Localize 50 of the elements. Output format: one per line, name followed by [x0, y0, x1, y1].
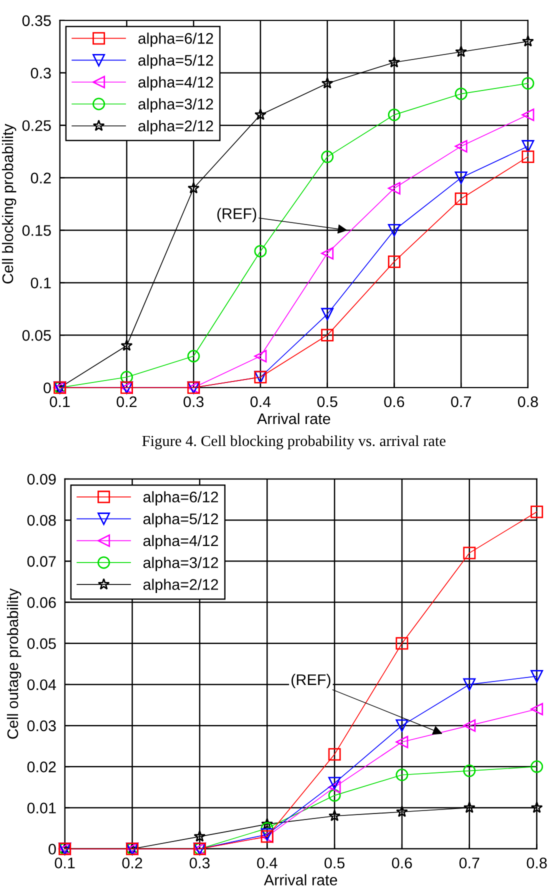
x-tick-label: 0.2 [116, 396, 137, 408]
y-tick-label: 0.15 [22, 225, 51, 236]
x-tick-label: 0.6 [384, 396, 404, 408]
x-tick-label: 0.3 [184, 396, 204, 408]
x-axis-title: Arrival rate [257, 412, 330, 424]
x-tick-label: 0.1 [54, 858, 75, 868]
y-tick-label: 0 [48, 844, 56, 855]
annotation: (REF) [217, 208, 256, 222]
legend-label: alpha=5/12 [138, 54, 214, 69]
x-tick-label: 0.8 [526, 858, 547, 868]
legend-label: alpha=2/12 [138, 120, 214, 134]
x-tick-label: 0.7 [451, 396, 471, 408]
y-tick-label: 0.06 [27, 597, 56, 608]
x-tick-label: 0.8 [518, 396, 538, 408]
y-tick-label: 0.2 [30, 172, 51, 184]
legend-label: alpha=3/12 [138, 98, 214, 113]
y-axis-title: Cell outage probability [6, 588, 22, 739]
x-tick-label: 0.5 [317, 396, 338, 408]
legend-label: alpha=4/12 [143, 534, 218, 550]
y-tick-label: 0.02 [27, 762, 56, 772]
x-tick-label: 0.6 [392, 858, 412, 868]
y-tick-label: 0 [44, 382, 51, 394]
y-tick-label: 0.04 [27, 679, 56, 690]
y-axis-title: Cell blocking probability [2, 124, 16, 284]
x-tick-label: 0.3 [190, 858, 210, 868]
y-tick-label: 0.08 [27, 514, 56, 526]
legend-label: alpha=4/12 [138, 76, 214, 91]
x-tick-label: 0.4 [257, 858, 278, 868]
annotation: (REF) [292, 674, 330, 688]
legend-label: alpha=3/12 [143, 556, 218, 572]
x-axis-title: Arrival rate [264, 874, 338, 886]
x-tick-label: 0.5 [324, 858, 345, 868]
y-tick-label: 0.07 [27, 556, 56, 567]
x-tick-label: 0.7 [459, 858, 480, 868]
legend-label: alpha=2/12 [143, 578, 218, 593]
y-tick-label: 0.1 [30, 278, 51, 288]
y-tick-label: 0.35 [22, 15, 51, 26]
y-tick-label: 0.03 [27, 720, 56, 732]
caption: Figure 4. Cell blocking probability vs. arrival rate [142, 435, 446, 450]
y-tick-label: 0.09 [27, 474, 56, 485]
y-tick-label: 0.01 [27, 802, 56, 814]
legend-label: alpha=6/12 [138, 32, 214, 47]
y-tick-label: 0.3 [30, 68, 51, 79]
legend-label: alpha=5/12 [143, 513, 218, 528]
x-tick-label: 0.4 [250, 396, 271, 408]
y-tick-label: 0.25 [22, 120, 51, 132]
x-tick-label: 0.2 [122, 858, 142, 868]
legend-label: alpha=6/12 [143, 491, 218, 506]
y-tick-label: 0.05 [22, 330, 51, 341]
y-tick-label: 0.05 [27, 638, 56, 650]
